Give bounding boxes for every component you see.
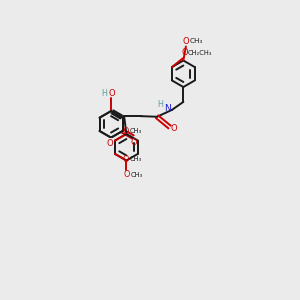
Text: CH₃: CH₃ <box>131 172 143 178</box>
Text: O: O <box>122 127 129 136</box>
Text: O: O <box>131 137 137 146</box>
Text: CH₃: CH₃ <box>130 128 142 134</box>
Text: O: O <box>106 139 113 148</box>
Text: N: N <box>164 104 171 113</box>
Text: CH₃: CH₃ <box>130 156 142 162</box>
Text: O: O <box>170 124 177 133</box>
Text: H: H <box>101 89 107 98</box>
Text: O: O <box>123 170 130 179</box>
Text: O: O <box>183 37 189 46</box>
Text: O: O <box>108 89 115 98</box>
Text: O: O <box>181 48 188 57</box>
Text: CH₃: CH₃ <box>190 38 203 44</box>
Text: H: H <box>157 100 163 109</box>
Text: O: O <box>122 154 129 164</box>
Text: CH₂CH₃: CH₂CH₃ <box>187 50 212 56</box>
